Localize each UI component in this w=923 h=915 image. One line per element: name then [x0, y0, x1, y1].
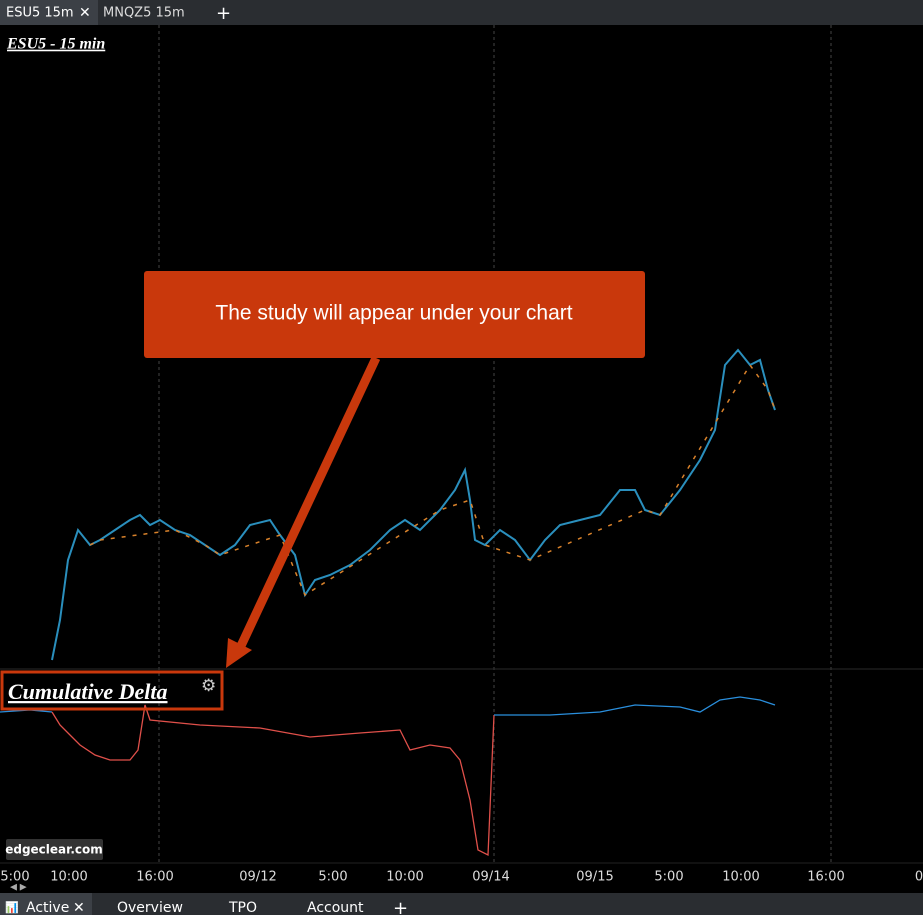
x-tick-label: 10:00	[722, 870, 759, 885]
add-tab[interactable]: +	[393, 898, 408, 915]
x-tick-label: 5:00	[654, 870, 683, 885]
delta-line	[51, 704, 495, 857]
arrow-head	[226, 638, 252, 668]
settings-icon[interactable]: ⚙	[201, 676, 216, 696]
scroll-arrows[interactable]: ◀ ▶	[10, 883, 27, 893]
bottom-tabs: 📊 Active ✕ Overview TPO Account +	[5, 898, 408, 915]
x-axis: 5:00 10:00 16:00 09/12 5:00 10:00 09/14 …	[0, 870, 923, 885]
tab-icon: 📊	[5, 901, 19, 914]
chart-title[interactable]: ESU5 - 15 min	[6, 36, 105, 53]
x-tick-label: 09/15	[576, 870, 613, 885]
tab-label[interactable]: MNQZ5 15m	[103, 6, 185, 21]
tab-bar	[0, 0, 923, 25]
delta-line	[494, 696, 776, 716]
study-title[interactable]: Cumulative Delta	[8, 679, 168, 704]
bottom-tab[interactable]	[0, 893, 92, 915]
x-tick-label: 5:00	[318, 870, 347, 885]
tab-label[interactable]: ESU5 15m	[6, 6, 74, 21]
x-tick-label: 09/14	[472, 870, 509, 885]
x-tick-label: 10:00	[50, 870, 87, 885]
watermark-box	[6, 839, 103, 860]
bottom-tab-label[interactable]: Overview	[117, 900, 183, 915]
watermark: edgeclear.com	[5, 843, 103, 857]
price-trace	[51, 348, 776, 661]
x-tick-label: 09/12	[239, 870, 276, 885]
bottom-tab-label[interactable]: Account	[307, 900, 364, 915]
close-icon[interactable]: ✕	[79, 5, 91, 21]
x-tick-label: 0	[915, 870, 923, 885]
bottom-tab-label[interactable]: Active	[26, 900, 69, 915]
price-trace-down	[89, 363, 776, 597]
callout	[144, 271, 645, 358]
x-tick-label: 16:00	[807, 870, 844, 885]
callout-text: The study will appear under your chart	[215, 302, 572, 325]
grid	[158, 25, 832, 863]
x-tick-label: 16:00	[136, 870, 173, 885]
bottom-bar	[0, 893, 923, 915]
bottom-tab-label[interactable]: TPO	[228, 900, 257, 915]
x-tick-label: 5:00	[0, 870, 29, 885]
highlight-box	[0, 670, 224, 711]
x-tick-label: 10:00	[386, 870, 423, 885]
tab[interactable]	[0, 0, 98, 25]
close-icon[interactable]: ✕	[73, 900, 85, 915]
add-tab[interactable]: +	[216, 3, 231, 24]
arrow	[235, 356, 381, 650]
